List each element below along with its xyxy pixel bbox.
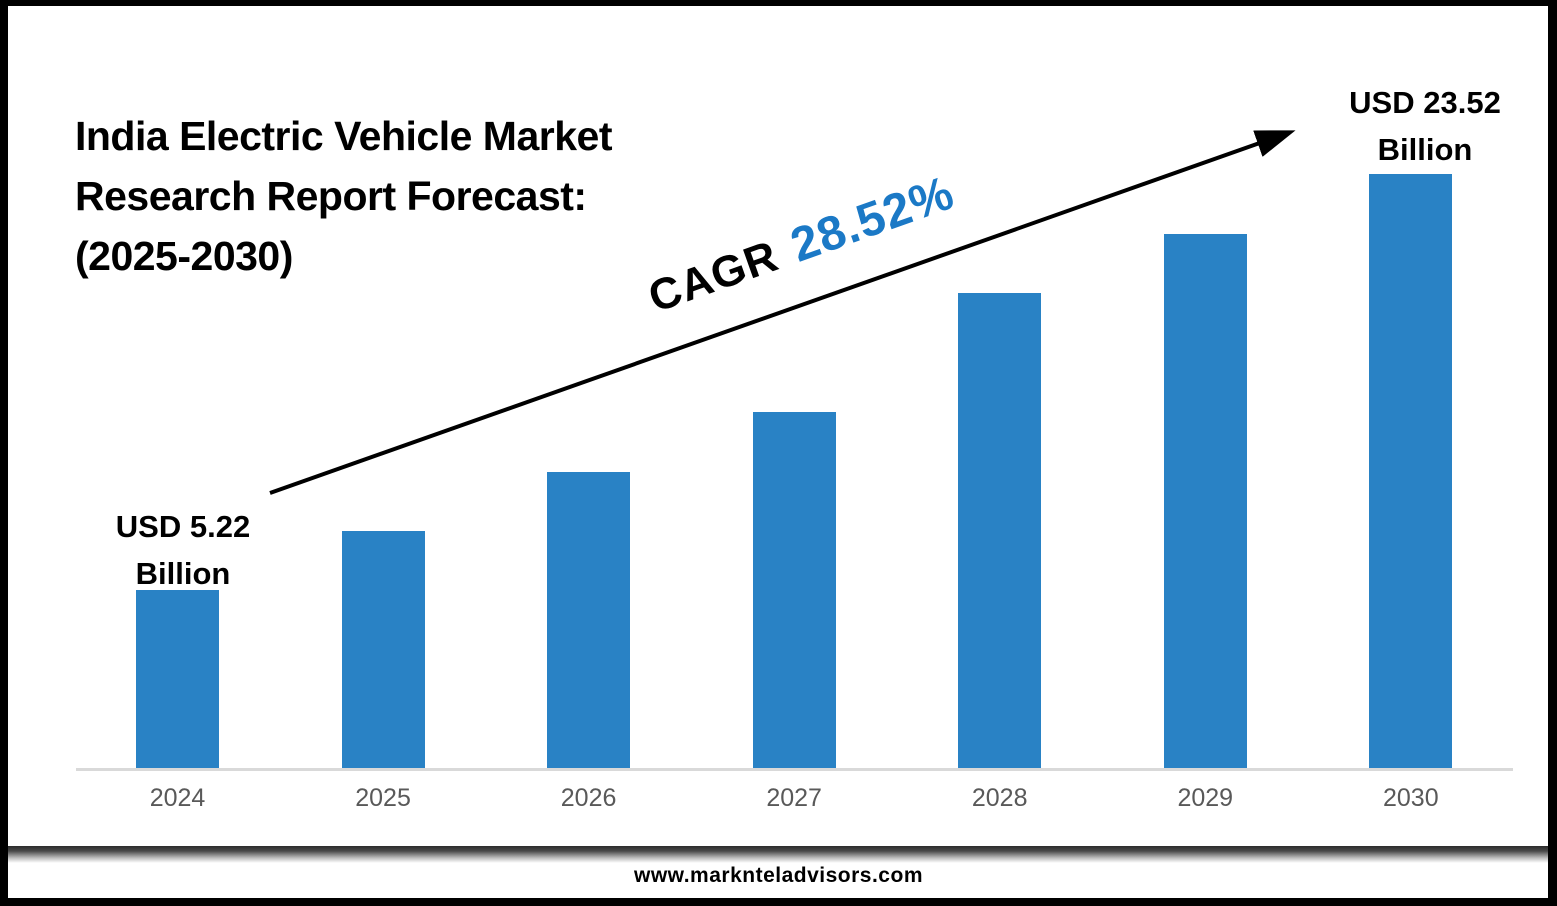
bar-2029 — [1163, 234, 1247, 768]
x-tick-label-2024: 2024 — [149, 784, 206, 812]
x-tick-label-2026: 2026 — [560, 784, 617, 812]
chart-title-line1: India Electric Vehicle Market — [75, 113, 612, 159]
chart-title: India Electric Vehicle Market Research R… — [75, 106, 715, 286]
data-label-2024-unit: Billion — [135, 556, 231, 591]
x-tick-label-2025: 2025 — [355, 784, 411, 812]
x-tick-label-2028: 2028 — [971, 784, 1028, 812]
x-axis-line — [76, 768, 1513, 771]
x-tick-label-2027: 2027 — [766, 784, 822, 812]
chart-title-line2: Research Report Forecast: — [75, 173, 587, 219]
data-label-2030-unit: Billion — [1377, 132, 1473, 167]
bar-2024 — [136, 590, 219, 768]
footer-website: www.marknteladvisors.com — [634, 864, 923, 887]
footer-divider — [8, 846, 1548, 863]
bar-2027 — [752, 412, 836, 768]
x-tick-label-2029: 2029 — [1177, 784, 1234, 812]
chart-title-line3: (2025-2030) — [75, 233, 293, 279]
bar-2025 — [341, 531, 425, 768]
bar-2028 — [958, 293, 1042, 768]
cagr-value-text: 28.52% — [784, 166, 961, 273]
data-label-2030-value: USD 23.52 — [1349, 85, 1501, 120]
data-label-2030: USD 23.52 Billion — [1325, 79, 1525, 173]
bar-2026 — [547, 472, 631, 768]
bar-2030 — [1369, 174, 1453, 768]
data-label-2024: USD 5.22 Billion — [83, 503, 283, 597]
data-label-2024-value: USD 5.22 — [115, 509, 251, 544]
x-tick-label-2030: 2030 — [1382, 784, 1439, 812]
